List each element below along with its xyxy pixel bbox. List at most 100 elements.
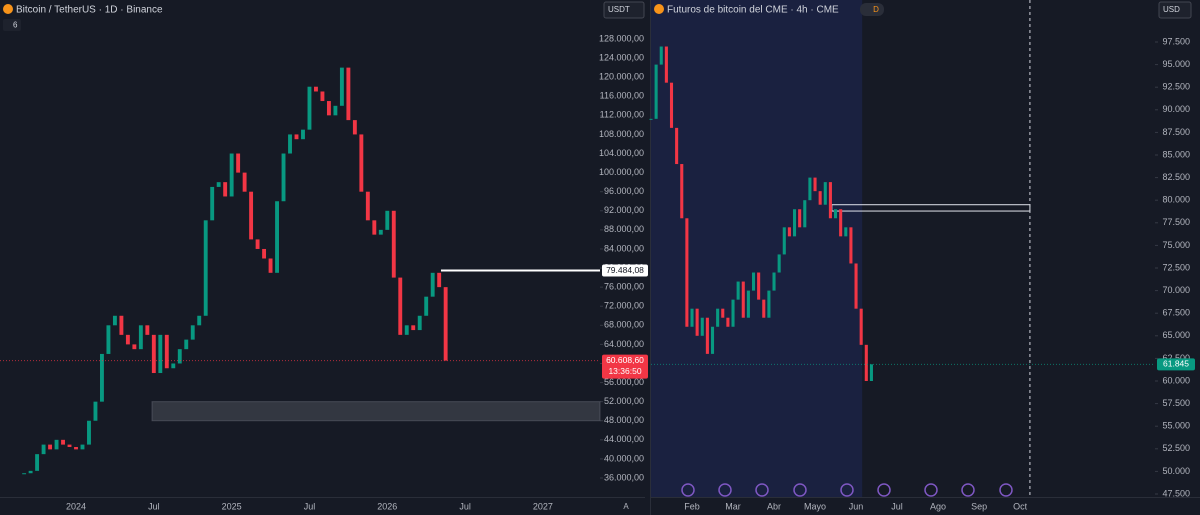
candle — [229, 153, 234, 197]
candle — [417, 315, 422, 331]
event-icon[interactable] — [961, 483, 975, 497]
candle — [762, 299, 766, 318]
event-icon[interactable] — [877, 483, 891, 497]
candle — [664, 46, 668, 83]
candle — [864, 344, 868, 381]
candle — [772, 272, 776, 291]
candle — [424, 296, 429, 316]
y-tick-label: 96.000,00 — [604, 186, 644, 196]
candle — [125, 334, 130, 345]
candle — [818, 191, 822, 205]
x-tick-label: 2024 — [66, 501, 86, 511]
candle — [80, 444, 85, 450]
candle — [301, 129, 305, 140]
y-tick-label: 70.000 — [1162, 285, 1190, 295]
currency-button[interactable] — [603, 1, 645, 19]
session-badge-label: D — [873, 5, 879, 14]
session-highlight — [651, 0, 863, 497]
event-icon[interactable] — [755, 483, 769, 497]
y-tick-label: 40.000,00 — [604, 453, 644, 463]
candle — [680, 164, 684, 219]
candle — [106, 325, 111, 354]
candle — [119, 315, 124, 335]
candle — [352, 120, 357, 135]
candle — [391, 210, 396, 278]
y-tick-label: 90.000 — [1162, 104, 1190, 114]
candle — [710, 326, 715, 354]
candle — [158, 334, 163, 374]
candle — [275, 201, 279, 273]
indicator-toggle[interactable] — [3, 19, 21, 31]
last-price-label: 61.845 — [1163, 359, 1189, 369]
candle — [659, 46, 663, 65]
candle — [757, 272, 761, 300]
y-tick-label: 52.000,00 — [604, 396, 644, 406]
candle — [741, 281, 745, 318]
candle — [746, 290, 750, 318]
last-price-box — [602, 354, 648, 379]
candle — [333, 105, 338, 116]
currency-button[interactable] — [1158, 1, 1192, 19]
candle — [443, 287, 448, 361]
event-icon[interactable] — [999, 483, 1013, 497]
y-tick-label: 48.000,00 — [604, 415, 644, 425]
candle — [854, 263, 858, 309]
chart-title: Futuros de bitcoin del CME · 4h · CME — [667, 5, 839, 16]
candle — [210, 186, 215, 221]
candle — [281, 153, 286, 202]
candle — [716, 308, 720, 327]
y-tick-label: 64.000,00 — [604, 339, 644, 349]
candle — [307, 86, 312, 130]
candle — [437, 272, 442, 288]
event-icon[interactable] — [718, 483, 732, 497]
candle — [685, 218, 689, 327]
candle — [372, 220, 377, 235]
candle — [326, 101, 331, 116]
candle — [844, 227, 848, 237]
y-tick-label: 60.000 — [1162, 375, 1190, 385]
candle — [138, 325, 143, 350]
y-tick-label: 80.000 — [1162, 195, 1190, 205]
y-tick-label: 92.000,00 — [604, 205, 644, 215]
x-tick-label: Feb — [684, 501, 700, 511]
candle — [28, 470, 33, 474]
x-tick-label: Jul — [459, 501, 471, 511]
y-tick-label: 92.500 — [1162, 82, 1190, 92]
indicator-count: 6 — [13, 21, 18, 30]
x-tick-label: Jun — [849, 501, 864, 511]
candle — [294, 134, 299, 140]
candle — [22, 473, 27, 475]
event-icon[interactable] — [924, 483, 938, 497]
candle — [197, 315, 202, 326]
candle — [834, 209, 838, 219]
y-tick-label: 76.000,00 — [604, 282, 644, 292]
x-tick-label: Mayo — [804, 501, 826, 511]
x-tick-label: Abr — [767, 501, 781, 511]
event-icon[interactable] — [793, 483, 807, 497]
candle — [675, 127, 679, 165]
candle — [93, 401, 98, 421]
event-icon[interactable] — [681, 483, 695, 497]
candle — [54, 439, 59, 450]
candle — [398, 277, 403, 335]
candle — [112, 315, 117, 326]
x-tick-label: Sep — [971, 501, 987, 511]
candle — [177, 349, 182, 364]
level-label-box — [602, 264, 648, 277]
y-tick-label: 77.500 — [1162, 217, 1190, 227]
candle — [288, 134, 292, 154]
candle — [262, 248, 267, 259]
candle — [695, 308, 699, 336]
y-tick-label: 124.000,00 — [599, 52, 644, 62]
candle — [808, 177, 812, 201]
y-tick-label: 95.000 — [1162, 59, 1190, 69]
currency-label: USDT — [608, 5, 630, 14]
y-tick-label: 75.000 — [1162, 240, 1190, 250]
candle — [726, 317, 730, 327]
candle — [792, 209, 797, 237]
y-tick-label: 120.000,00 — [599, 72, 644, 82]
currency-label: USD — [1163, 5, 1180, 14]
event-icon[interactable] — [840, 483, 854, 497]
candle — [249, 191, 254, 240]
